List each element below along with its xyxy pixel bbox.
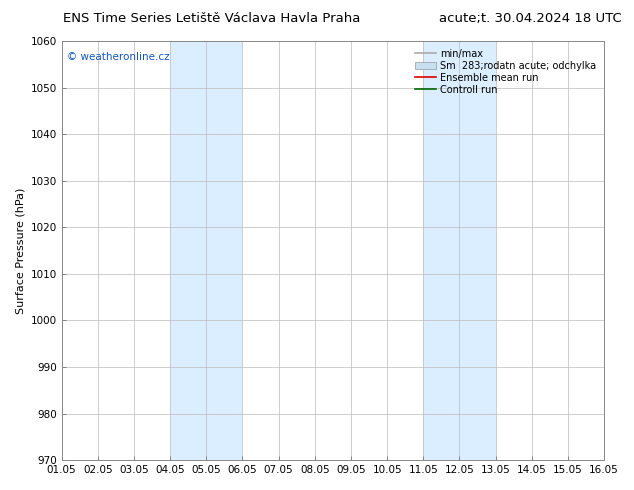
- Text: acute;t. 30.04.2024 18 UTC: acute;t. 30.04.2024 18 UTC: [439, 12, 621, 25]
- Bar: [170, 41, 242, 460]
- Y-axis label: Surface Pressure (hPa): Surface Pressure (hPa): [15, 187, 25, 314]
- Text: © weatheronline.cz: © weatheronline.cz: [67, 51, 170, 62]
- Bar: [424, 41, 496, 460]
- Legend: min/max, Sm  283;rodatn acute; odchylka, Ensemble mean run, Controll run: min/max, Sm 283;rodatn acute; odchylka, …: [412, 46, 599, 98]
- Text: ENS Time Series Letiště Václava Havla Praha: ENS Time Series Letiště Václava Havla Pr…: [63, 12, 361, 25]
